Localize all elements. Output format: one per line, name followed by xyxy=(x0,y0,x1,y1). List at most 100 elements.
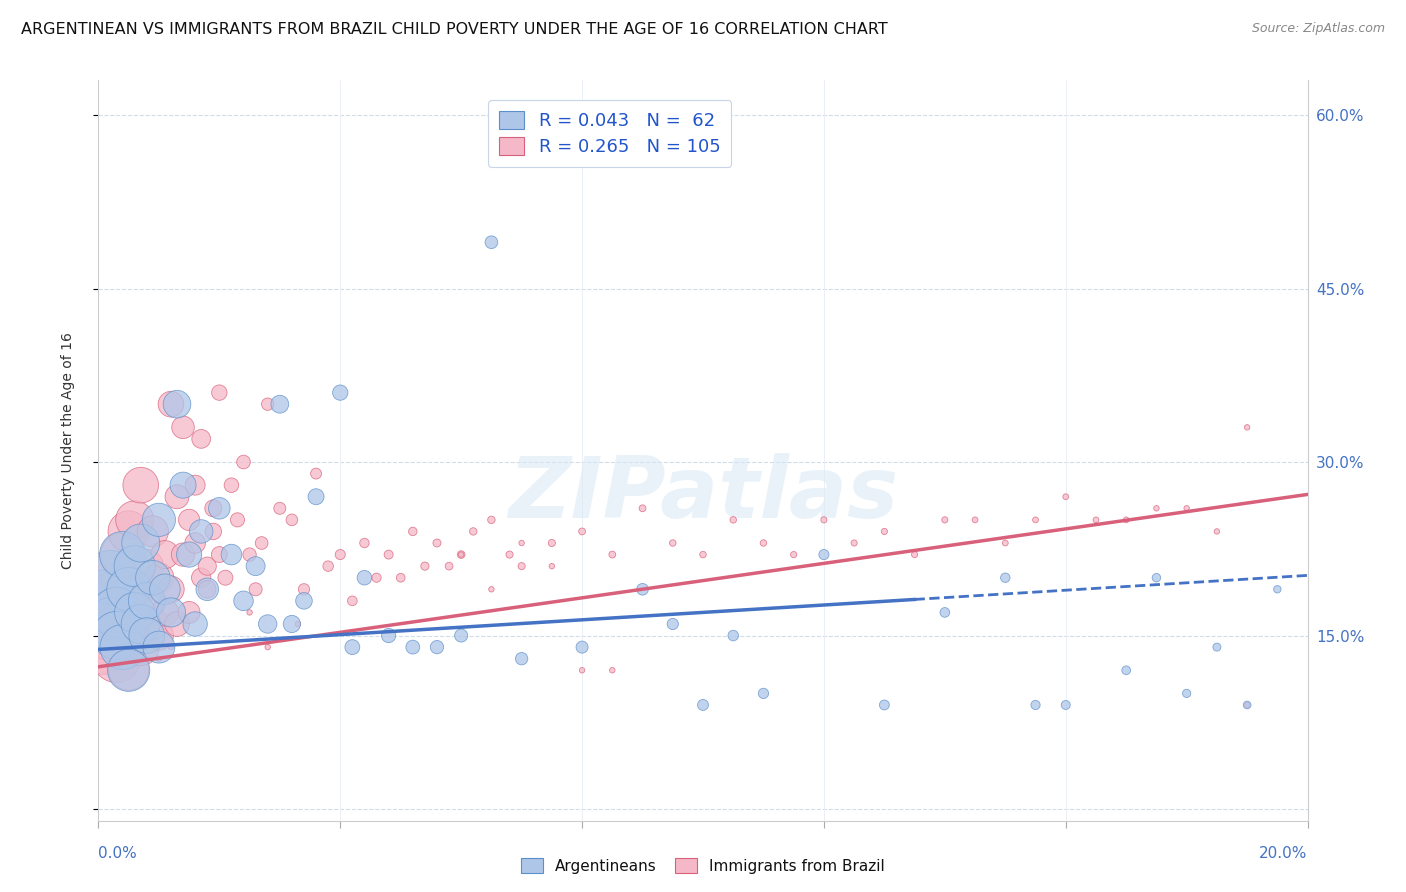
Point xyxy=(1236,420,1258,434)
Point xyxy=(118,582,141,597)
Point xyxy=(1115,513,1137,527)
Point xyxy=(844,536,866,550)
Point xyxy=(1144,571,1167,585)
Y-axis label: Child Poverty Under the Age of 16: Child Poverty Under the Age of 16 xyxy=(60,332,75,569)
Point xyxy=(1236,698,1258,712)
Point xyxy=(481,582,503,597)
Point xyxy=(135,559,157,574)
Point xyxy=(142,617,165,632)
Point xyxy=(184,478,207,492)
Point xyxy=(602,663,624,677)
Point xyxy=(934,513,956,527)
Point xyxy=(100,617,122,632)
Point xyxy=(239,548,262,562)
Point xyxy=(752,686,775,700)
Point xyxy=(100,629,122,643)
Point xyxy=(813,548,835,562)
Point xyxy=(305,490,328,504)
Point xyxy=(135,594,157,608)
Point xyxy=(1085,513,1108,527)
Point xyxy=(105,606,128,620)
Point xyxy=(93,640,115,654)
Point xyxy=(353,536,375,550)
Point xyxy=(934,606,956,620)
Point xyxy=(111,617,134,632)
Point xyxy=(723,629,745,643)
Point xyxy=(100,571,122,585)
Point xyxy=(148,571,170,585)
Text: Source: ZipAtlas.com: Source: ZipAtlas.com xyxy=(1251,22,1385,36)
Point xyxy=(510,536,533,550)
Point xyxy=(450,629,472,643)
Point xyxy=(239,606,262,620)
Point xyxy=(111,548,134,562)
Point xyxy=(723,513,745,527)
Point xyxy=(1024,698,1046,712)
Point xyxy=(93,594,115,608)
Point xyxy=(135,594,157,608)
Point xyxy=(93,594,115,608)
Point xyxy=(1175,686,1198,700)
Point xyxy=(813,513,835,527)
Point xyxy=(195,559,218,574)
Point xyxy=(232,455,254,469)
Point xyxy=(153,548,176,562)
Point xyxy=(160,397,183,411)
Point xyxy=(105,651,128,665)
Point xyxy=(571,640,593,654)
Point xyxy=(305,467,328,481)
Point xyxy=(221,478,243,492)
Point xyxy=(184,536,207,550)
Point xyxy=(111,640,134,654)
Point xyxy=(316,559,339,574)
Point xyxy=(226,513,249,527)
Point xyxy=(1024,513,1046,527)
Point xyxy=(269,397,291,411)
Legend: R = 0.043   N =  62, R = 0.265   N = 105: R = 0.043 N = 62, R = 0.265 N = 105 xyxy=(488,101,731,167)
Point xyxy=(111,548,134,562)
Point xyxy=(329,548,352,562)
Point xyxy=(100,571,122,585)
Point xyxy=(221,548,243,562)
Point xyxy=(571,663,593,677)
Point xyxy=(692,698,714,712)
Point xyxy=(281,513,304,527)
Point xyxy=(1267,582,1289,597)
Point xyxy=(426,640,449,654)
Point xyxy=(160,640,183,654)
Point xyxy=(148,629,170,643)
Point xyxy=(342,640,364,654)
Point xyxy=(1175,501,1198,516)
Point xyxy=(366,571,388,585)
Point xyxy=(179,548,201,562)
Point xyxy=(105,606,128,620)
Point xyxy=(190,432,212,446)
Point xyxy=(129,640,152,654)
Text: ARGENTINEAN VS IMMIGRANTS FROM BRAZIL CHILD POVERTY UNDER THE AGE OF 16 CORRELAT: ARGENTINEAN VS IMMIGRANTS FROM BRAZIL CH… xyxy=(21,22,887,37)
Point xyxy=(1206,524,1229,539)
Point xyxy=(463,524,485,539)
Point xyxy=(631,501,654,516)
Point xyxy=(450,548,472,562)
Point xyxy=(661,617,683,632)
Point xyxy=(873,698,896,712)
Point xyxy=(631,582,654,597)
Point xyxy=(994,571,1017,585)
Point xyxy=(208,548,231,562)
Point xyxy=(153,582,176,597)
Point xyxy=(256,617,278,632)
Point xyxy=(148,640,170,654)
Point xyxy=(783,548,806,562)
Point xyxy=(377,629,399,643)
Point xyxy=(148,513,170,527)
Point xyxy=(1206,640,1229,654)
Point xyxy=(172,548,194,562)
Point xyxy=(124,513,146,527)
Point xyxy=(179,606,201,620)
Point xyxy=(148,651,170,665)
Point xyxy=(994,536,1017,550)
Point xyxy=(540,536,562,550)
Point xyxy=(160,606,183,620)
Point xyxy=(965,513,987,527)
Point xyxy=(190,571,212,585)
